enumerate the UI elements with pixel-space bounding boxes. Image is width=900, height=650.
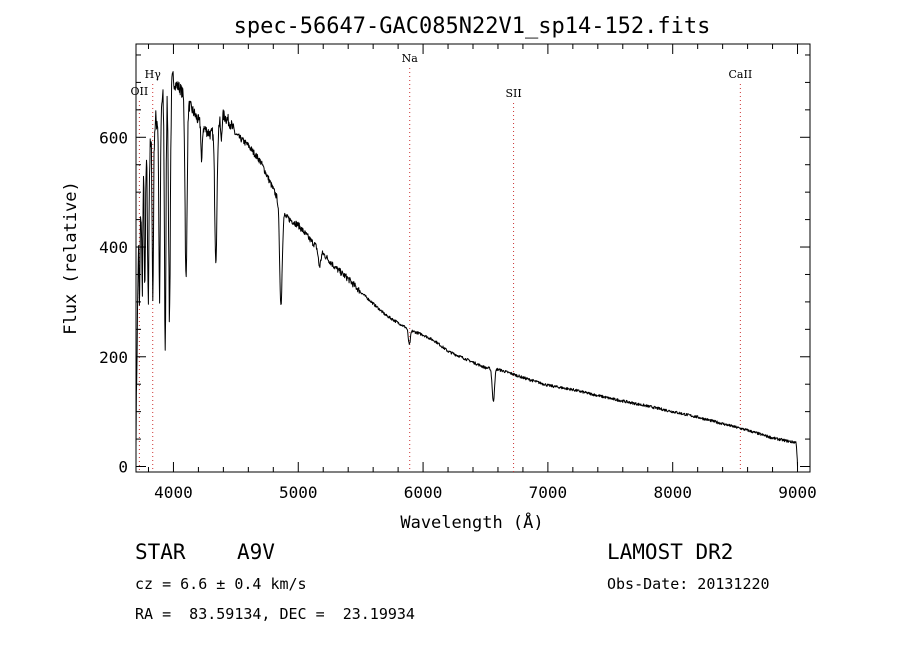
- x-tick-label: 9000: [778, 483, 817, 502]
- x-tick-label: 5000: [279, 483, 318, 502]
- y-tick-label: 600: [99, 128, 128, 147]
- line-markers: OII Hγ Na SII CaII: [131, 52, 753, 472]
- line-marker-label: OII: [131, 85, 149, 98]
- object-type-label: STAR: [135, 540, 186, 564]
- x-tick-label: 7000: [529, 483, 568, 502]
- line-marker-label: Na: [402, 52, 419, 65]
- x-tick-label: 4000: [154, 483, 193, 502]
- chart-title: spec-56647-GAC085N22V1_sp14-152.fits: [234, 14, 711, 39]
- y-tick-label: 200: [99, 348, 128, 367]
- spectrum-line: [135, 71, 798, 467]
- y-tick-label: 400: [99, 238, 128, 257]
- line-marker-label: SII: [505, 87, 521, 100]
- coordinates-label: RA = 83.59134, DEC = 23.19934: [135, 605, 415, 623]
- y-tick-label: 0: [118, 458, 128, 477]
- x-tick-label: 6000: [404, 483, 443, 502]
- y-axis-label: Flux (relative): [61, 181, 81, 335]
- plot-frame: [135, 43, 811, 473]
- axis-ticks: 4000 5000 6000 7000 8000 9000 0 200 400 600: [99, 44, 817, 502]
- line-marker-label: CaII: [729, 68, 753, 81]
- x-tick-label: 8000: [653, 483, 692, 502]
- redshift-label: cz = 6.6 ± 0.4 km/s: [135, 575, 307, 593]
- survey-label: LAMOST DR2: [607, 540, 734, 564]
- obs-date-label: Obs-Date: 20131220: [607, 575, 770, 593]
- line-marker-label: Hγ: [145, 68, 162, 81]
- x-axis-label: Wavelength (Å): [400, 511, 543, 533]
- subclass-label: A9V: [237, 540, 275, 564]
